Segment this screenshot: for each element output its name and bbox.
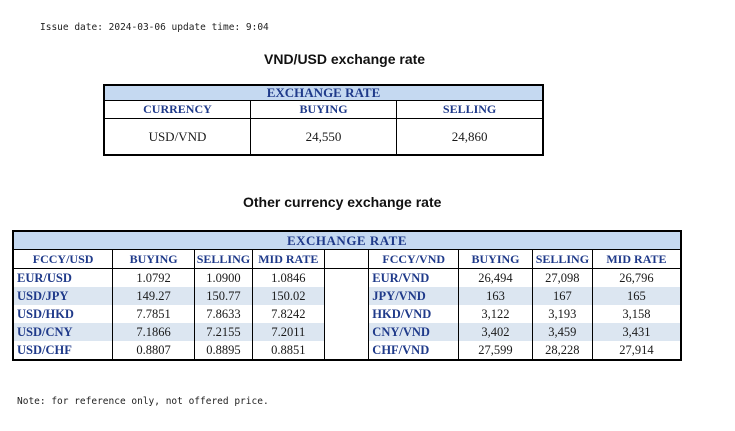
column-header-fccy-vnd: FCCY/VND (368, 249, 460, 269)
buying-rate: 24,550 (249, 118, 398, 156)
selling-value: 28,228 (532, 341, 593, 360)
usd-pair: USD/CNY (13, 323, 114, 341)
column-header-selling: SELLING (396, 100, 544, 119)
mid-rate-value: 27,914 (592, 341, 682, 360)
mid-rate-value: 3,431 (592, 323, 682, 341)
table-row: USD/HKD 7.7851 7.8633 7.8242 HKD/VND 3,1… (13, 305, 682, 323)
currency-pair: USD/VND (103, 118, 251, 156)
vnd-pair: JPY/VND (368, 287, 460, 305)
mid-rate-value: 7.8242 (252, 305, 325, 323)
mid-rate-value: 165 (592, 287, 682, 305)
spacer-cell (324, 268, 370, 287)
column-header-selling: SELLING (532, 249, 593, 269)
mid-rate-value: 3,158 (592, 305, 682, 323)
mid-rate-value: 26,796 (592, 268, 682, 287)
main-exchange-table: EXCHANGE RATE CURRENCY BUYING SELLING US… (103, 84, 544, 156)
selling-value: 167 (532, 287, 593, 305)
table-row: USD/CNY 7.1866 7.2155 7.2011 CNY/VND 3,4… (13, 323, 682, 341)
table-row: USD/CHF 0.8807 0.8895 0.8851 CHF/VND 27,… (13, 341, 682, 360)
buying-value: 7.1866 (112, 323, 195, 341)
disclaimer-note: Note: for reference only, not offered pr… (17, 396, 269, 407)
spacer-cell (324, 341, 370, 360)
main-table-header: EXCHANGE RATE (103, 84, 544, 101)
usd-pair: USD/JPY (13, 287, 114, 305)
other-exchange-table: EXCHANGE RATE FCCY/USD BUYING SELLING MI… (12, 230, 682, 361)
buying-value: 27,599 (458, 341, 533, 360)
column-header-selling: SELLING (194, 249, 253, 269)
spacer-cell (324, 305, 370, 323)
selling-value: 3,459 (532, 323, 593, 341)
column-header-buying: BUYING (112, 249, 195, 269)
table-row: EUR/USD 1.0792 1.0900 1.0846 EUR/VND 26,… (13, 268, 682, 287)
vnd-pair: EUR/VND (368, 268, 460, 287)
buying-value: 3,402 (458, 323, 533, 341)
buying-value: 149.27 (112, 287, 195, 305)
mid-rate-value: 150.02 (252, 287, 325, 305)
spacer-cell (324, 249, 370, 269)
buying-value: 0.8807 (112, 341, 195, 360)
mid-rate-value: 0.8851 (252, 341, 325, 360)
selling-value: 0.8895 (194, 341, 253, 360)
buying-value: 7.7851 (112, 305, 195, 323)
selling-value: 150.77 (194, 287, 253, 305)
selling-value: 1.0900 (194, 268, 253, 287)
buying-value: 163 (458, 287, 533, 305)
table-row: USD/VND 24,550 24,860 (103, 118, 544, 156)
usd-pair: USD/CHF (13, 341, 114, 360)
column-header-mid-rate: MID RATE (252, 249, 325, 269)
buying-value: 26,494 (458, 268, 533, 287)
column-header-currency: CURRENCY (103, 100, 251, 119)
column-header-buying: BUYING (458, 249, 533, 269)
table-row: USD/JPY 149.27 150.77 150.02 JPY/VND 163… (13, 287, 682, 305)
other-table-header: EXCHANGE RATE (13, 231, 681, 250)
selling-value: 7.8633 (194, 305, 253, 323)
selling-value: 3,193 (532, 305, 593, 323)
issue-date-line: Issue date: 2024-03-06 update time: 9:04 (40, 22, 269, 33)
mid-rate-value: 7.2011 (252, 323, 325, 341)
mid-rate-value: 1.0846 (252, 268, 325, 287)
vnd-pair: CNY/VND (368, 323, 460, 341)
column-header-fccy-usd: FCCY/USD (13, 249, 114, 269)
spacer-cell (324, 287, 370, 305)
selling-value: 7.2155 (194, 323, 253, 341)
main-rate-title: VND/USD exchange rate (264, 51, 426, 67)
column-header-mid-rate: MID RATE (592, 249, 682, 269)
vnd-pair: HKD/VND (368, 305, 460, 323)
other-rate-title: Other currency exchange rate (243, 194, 442, 210)
usd-pair: USD/HKD (13, 305, 114, 323)
vnd-pair: CHF/VND (368, 341, 460, 360)
selling-value: 27,098 (532, 268, 593, 287)
selling-rate: 24,860 (396, 118, 544, 156)
spacer-cell (324, 323, 370, 341)
usd-pair: EUR/USD (13, 268, 114, 287)
buying-value: 3,122 (458, 305, 533, 323)
column-header-buying: BUYING (249, 100, 398, 119)
buying-value: 1.0792 (112, 268, 195, 287)
